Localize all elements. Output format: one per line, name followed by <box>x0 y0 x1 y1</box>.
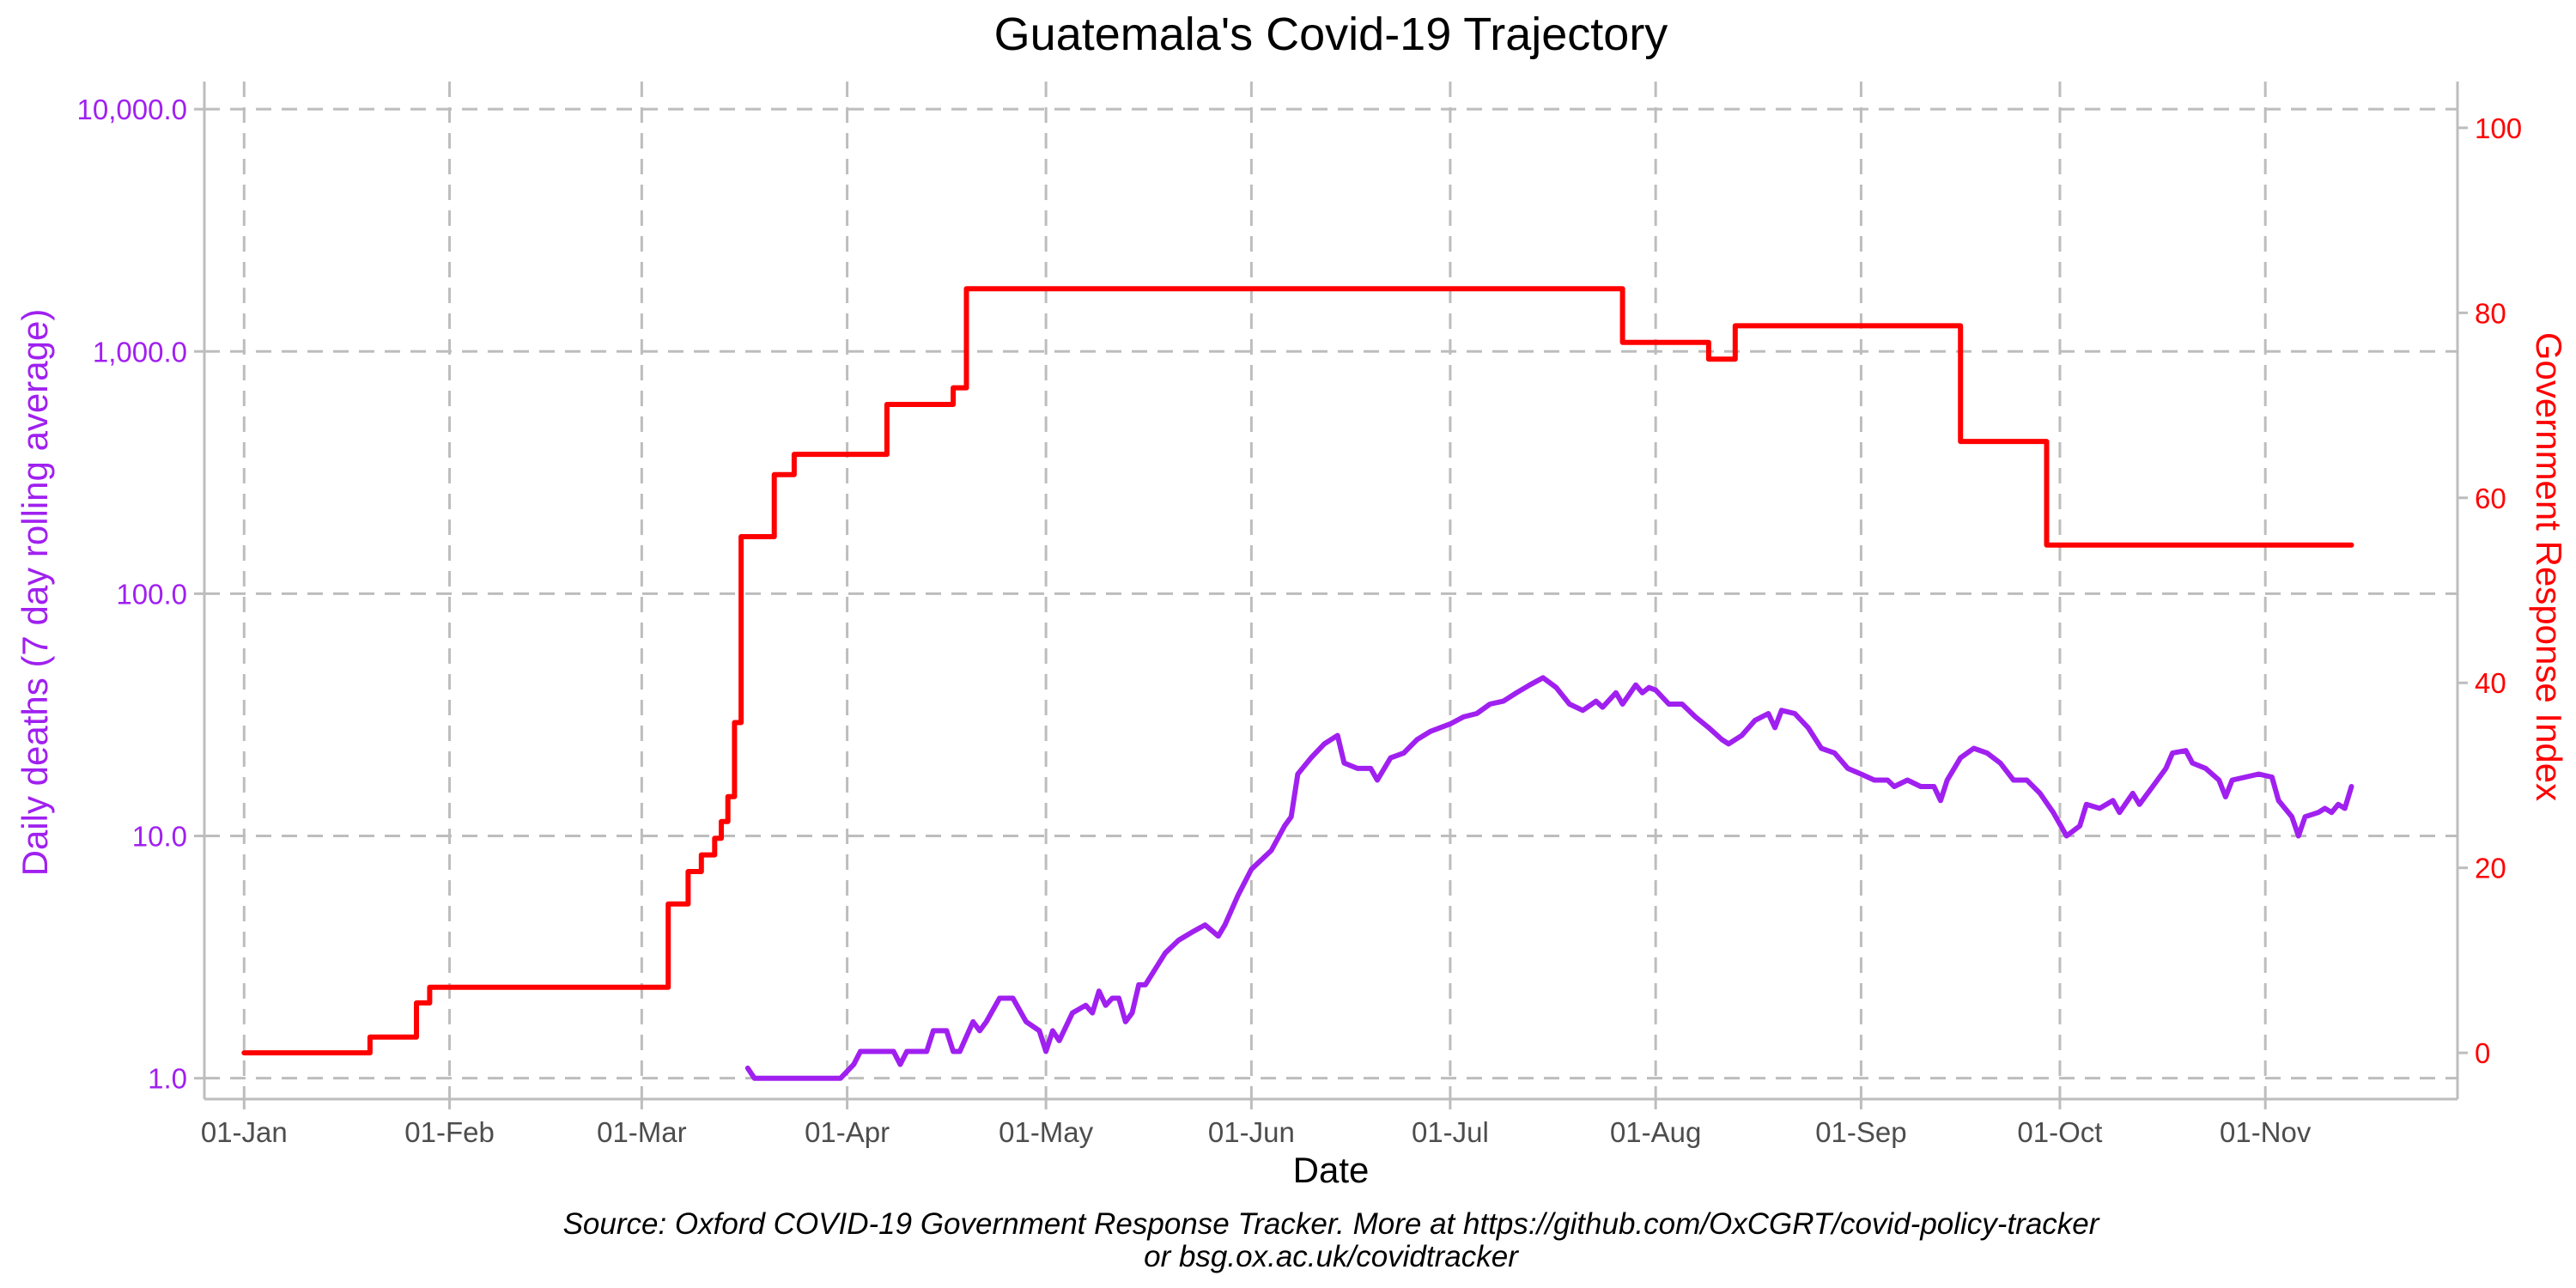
x-tick-label: 01-Feb <box>404 1116 495 1148</box>
left-tick-label: 10.0 <box>132 821 187 853</box>
source-caption-line-2: or bsg.ox.ac.uk/covidtracker <box>1144 1240 1519 1273</box>
left-tick-label: 100.0 <box>116 578 187 610</box>
left-tick-label: 10,000.0 <box>77 94 187 125</box>
right-tick-label: 20 <box>2475 853 2506 884</box>
left-tick-label: 1.0 <box>148 1063 187 1095</box>
axes <box>203 82 2459 1101</box>
x-tick-label: 01-May <box>999 1116 1094 1148</box>
x-axis-ticks: 01-Jan 01-Feb 01-Mar 01-Apr 01-May 01-Jun 01-J… <box>201 1099 2312 1148</box>
series-lines <box>241 286 2354 1081</box>
right-axis-title: Government Response Index <box>2529 332 2569 801</box>
right-tick-label: 100 <box>2475 112 2522 144</box>
left-axis-ticks: 1.0 10.0 100.0 1,000.0 10,000.0 <box>77 94 204 1095</box>
x-tick-label: 01-Oct <box>2017 1116 2102 1148</box>
source-caption-line-1: Source: Oxford COVID-19 Government Respo… <box>563 1207 2100 1241</box>
x-tick-label: 01-Apr <box>805 1116 890 1148</box>
x-tick-label: 01-Mar <box>597 1116 687 1148</box>
right-tick-label: 40 <box>2475 667 2506 699</box>
chart-title: Guatemala's Covid-19 Trajectory <box>994 9 1668 60</box>
x-tick-label: 01-Jan <box>201 1116 288 1148</box>
x-tick-label: 01-Sep <box>1815 1116 1906 1148</box>
right-tick-label: 60 <box>2475 483 2506 514</box>
x-tick-label: 01-Jul <box>1412 1116 1489 1148</box>
grid-lines <box>204 82 2458 1099</box>
right-tick-label: 80 <box>2475 297 2506 329</box>
government-response-index-line <box>241 286 2354 1056</box>
left-axis-title: Daily deaths (7 day rolling average) <box>15 309 55 877</box>
x-axis-title: Date <box>1293 1150 1370 1190</box>
daily-deaths-line <box>744 675 2354 1081</box>
x-tick-label: 01-Aug <box>1610 1116 1701 1148</box>
right-axis-ticks: 0 20 40 60 80 100 <box>2458 112 2522 1069</box>
right-tick-label: 0 <box>2475 1037 2490 1069</box>
left-tick-label: 1,000.0 <box>93 336 187 368</box>
x-tick-label: 01-Nov <box>2220 1116 2312 1148</box>
x-tick-label: 01-Jun <box>1208 1116 1295 1148</box>
